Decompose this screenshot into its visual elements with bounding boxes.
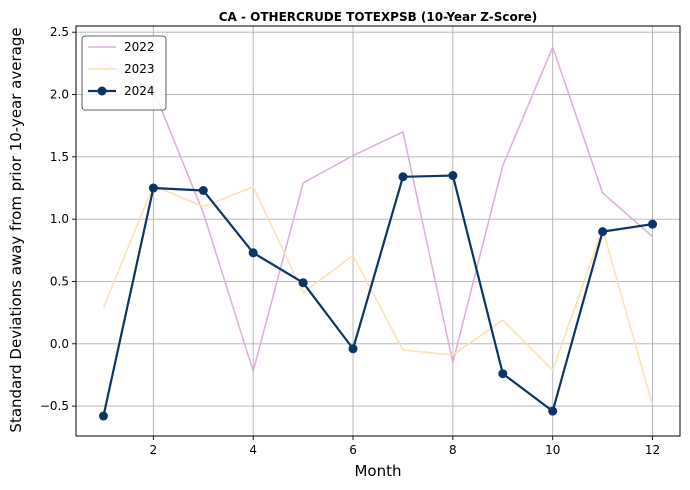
y-tick-label: 2.5 [50, 25, 69, 39]
series-point-2024 [598, 227, 608, 237]
series-point-2024 [148, 183, 158, 193]
series-layer [98, 46, 658, 421]
y-tick-label: 2.0 [50, 88, 69, 102]
legend-label-2024: 2024 [124, 84, 155, 98]
plot-frame [75, 25, 681, 437]
series-point-2024 [648, 219, 658, 229]
legend-label-2022: 2022 [124, 40, 155, 54]
x-tick-label: 2 [150, 443, 158, 457]
series-point-2024 [198, 185, 208, 195]
legend: 2022 2023 2024 [81, 35, 167, 111]
series-point-2024 [498, 369, 508, 379]
x-axis-label: Month [354, 462, 401, 480]
chart-title: CA - OTHERCRUDE TOTEXPSB (10-Year Z-Scor… [219, 10, 538, 24]
x-tick-label: 10 [545, 443, 560, 457]
y-tick-label: −0.5 [40, 399, 69, 413]
series-point-2024 [98, 411, 108, 421]
y-tick-label: 1.0 [50, 212, 69, 226]
series-point-2024 [348, 344, 358, 354]
x-tick-label: 12 [645, 443, 660, 457]
y-tick-label: 0.5 [50, 274, 69, 288]
series-point-2024 [248, 248, 258, 258]
grid [76, 26, 680, 436]
series-point-2024 [298, 278, 308, 288]
series-point-2024 [448, 171, 458, 181]
y-tick-label: 0.0 [50, 337, 69, 351]
legend-label-2023: 2023 [124, 62, 155, 76]
x-tick-label: 6 [349, 443, 357, 457]
series-point-2024 [548, 406, 558, 416]
series-line-2023 [102, 184, 654, 406]
series-line-2022 [103, 46, 654, 372]
series-point-2024 [398, 172, 408, 182]
y-tick-label: 1.5 [50, 150, 69, 164]
y-axis-label: Standard Deviations away from prior 10-y… [7, 27, 25, 432]
x-tick-label: 4 [249, 443, 257, 457]
x-tick-label: 8 [449, 443, 457, 457]
legend-marker-2024 [97, 86, 107, 96]
series-line-2024 [102, 174, 653, 417]
axis-ticks: 2 4 6 8 10 12 −0.5 0.0 0.5 1.0 1.5 2.0 2.5 [40, 25, 660, 457]
